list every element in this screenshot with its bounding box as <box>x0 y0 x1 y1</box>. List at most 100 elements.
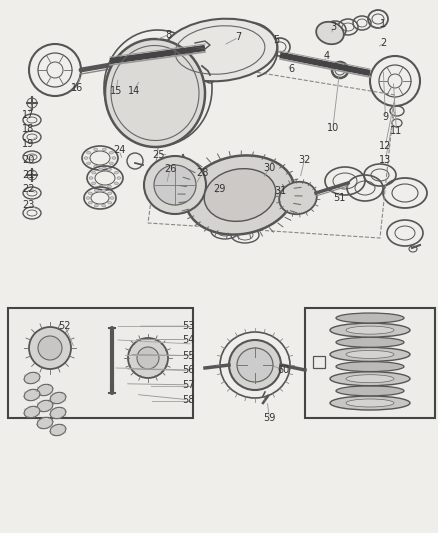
Ellipse shape <box>110 151 113 154</box>
Text: 9: 9 <box>382 112 389 122</box>
Ellipse shape <box>89 177 93 179</box>
Ellipse shape <box>279 182 317 214</box>
Ellipse shape <box>128 338 168 378</box>
Text: 21: 21 <box>22 170 35 180</box>
Text: 59: 59 <box>263 414 276 423</box>
Ellipse shape <box>330 323 410 337</box>
Ellipse shape <box>99 185 102 188</box>
Ellipse shape <box>229 340 281 390</box>
Ellipse shape <box>110 197 114 199</box>
Ellipse shape <box>94 189 98 192</box>
Ellipse shape <box>37 384 53 395</box>
Ellipse shape <box>330 372 410 386</box>
Ellipse shape <box>204 168 276 221</box>
Text: 15: 15 <box>110 86 122 95</box>
Text: 23: 23 <box>22 200 35 210</box>
Text: 29: 29 <box>214 184 226 194</box>
Ellipse shape <box>107 185 111 188</box>
Text: 55: 55 <box>182 351 194 360</box>
Text: 2: 2 <box>380 38 386 47</box>
Ellipse shape <box>105 39 205 147</box>
Ellipse shape <box>94 204 98 207</box>
Ellipse shape <box>346 375 394 383</box>
Ellipse shape <box>99 168 102 171</box>
Ellipse shape <box>330 348 410 361</box>
Ellipse shape <box>87 162 91 165</box>
Ellipse shape <box>237 348 273 382</box>
Text: 20: 20 <box>22 155 35 165</box>
Ellipse shape <box>88 192 92 195</box>
Ellipse shape <box>144 156 206 214</box>
Ellipse shape <box>24 406 40 418</box>
Text: 58: 58 <box>182 395 194 405</box>
Ellipse shape <box>24 372 40 384</box>
Text: 8: 8 <box>166 30 172 39</box>
Text: 25: 25 <box>152 150 165 159</box>
Bar <box>305 308 435 418</box>
Ellipse shape <box>336 337 404 348</box>
Ellipse shape <box>102 204 106 207</box>
Ellipse shape <box>336 313 404 323</box>
Ellipse shape <box>50 424 66 435</box>
Ellipse shape <box>346 326 394 334</box>
Text: 6: 6 <box>288 64 294 74</box>
Text: 10: 10 <box>327 123 339 133</box>
Text: 3: 3 <box>330 22 336 31</box>
Text: 17: 17 <box>22 110 35 119</box>
Text: 13: 13 <box>379 155 392 165</box>
Ellipse shape <box>137 347 159 369</box>
Ellipse shape <box>50 407 66 419</box>
Ellipse shape <box>102 189 106 192</box>
Bar <box>313 356 325 368</box>
Ellipse shape <box>316 22 344 44</box>
Ellipse shape <box>336 386 404 396</box>
Text: 60: 60 <box>278 366 290 375</box>
Ellipse shape <box>88 201 92 204</box>
Text: 32: 32 <box>298 155 311 165</box>
Ellipse shape <box>102 148 106 151</box>
Ellipse shape <box>84 157 88 159</box>
Text: 4: 4 <box>323 51 329 61</box>
Ellipse shape <box>92 172 95 174</box>
Ellipse shape <box>94 148 98 151</box>
Ellipse shape <box>108 192 112 195</box>
Text: 11: 11 <box>390 126 403 135</box>
Ellipse shape <box>50 392 66 403</box>
Ellipse shape <box>86 197 90 199</box>
Text: 24: 24 <box>113 146 125 155</box>
Ellipse shape <box>154 165 196 205</box>
Text: 16: 16 <box>71 83 83 93</box>
Text: 28: 28 <box>196 168 208 178</box>
Text: 56: 56 <box>182 366 194 375</box>
Text: 18: 18 <box>22 124 35 134</box>
Ellipse shape <box>114 182 118 184</box>
Text: 26: 26 <box>164 165 176 174</box>
Text: 30: 30 <box>263 163 276 173</box>
Ellipse shape <box>346 399 394 407</box>
Ellipse shape <box>29 327 71 369</box>
Text: 57: 57 <box>182 380 194 390</box>
Ellipse shape <box>162 19 277 82</box>
Ellipse shape <box>38 336 62 360</box>
Text: 53: 53 <box>182 321 194 331</box>
Ellipse shape <box>37 400 53 411</box>
Ellipse shape <box>346 350 394 358</box>
Text: 31: 31 <box>274 186 286 196</box>
Ellipse shape <box>336 361 404 372</box>
Ellipse shape <box>92 182 95 184</box>
Ellipse shape <box>110 162 113 165</box>
Text: 12: 12 <box>379 141 392 150</box>
Ellipse shape <box>102 165 106 168</box>
Ellipse shape <box>185 156 295 235</box>
Text: 1: 1 <box>380 19 386 29</box>
Ellipse shape <box>107 168 111 171</box>
Ellipse shape <box>87 151 91 154</box>
Ellipse shape <box>112 157 116 159</box>
Text: 52: 52 <box>59 321 71 331</box>
Ellipse shape <box>330 396 410 410</box>
Bar <box>8 308 193 418</box>
Text: 5: 5 <box>273 35 279 45</box>
Text: 54: 54 <box>182 335 194 344</box>
Ellipse shape <box>24 389 40 401</box>
Ellipse shape <box>108 201 112 204</box>
